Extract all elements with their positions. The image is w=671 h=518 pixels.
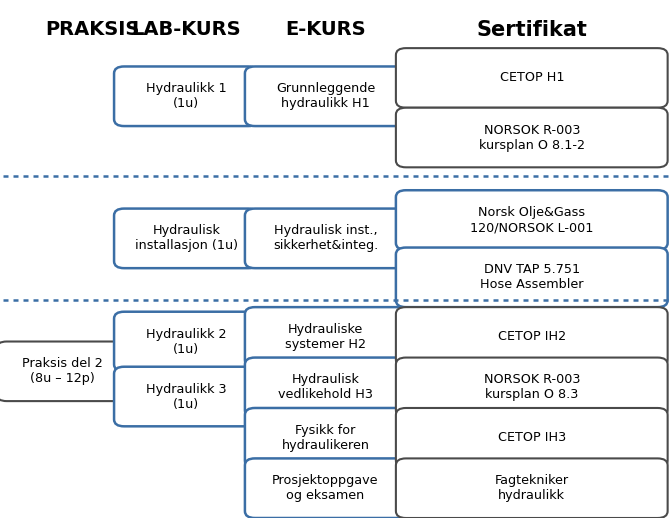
Text: Prosjektoppgave
og eksamen: Prosjektoppgave og eksamen (272, 474, 378, 502)
Text: NORSOK R-003
kursplan O 8.1-2: NORSOK R-003 kursplan O 8.1-2 (479, 123, 584, 152)
Text: LAB-KURS: LAB-KURS (132, 20, 241, 39)
Text: Fagtekniker
hydraulikk: Fagtekniker hydraulikk (495, 474, 569, 502)
Text: CETOP H1: CETOP H1 (499, 71, 564, 84)
FancyBboxPatch shape (396, 108, 668, 167)
FancyBboxPatch shape (0, 341, 127, 401)
FancyBboxPatch shape (114, 312, 258, 371)
Text: Praksis del 2
(8u – 12p): Praksis del 2 (8u – 12p) (21, 357, 103, 385)
FancyBboxPatch shape (245, 408, 406, 468)
Text: PRAKSIS: PRAKSIS (45, 20, 140, 39)
FancyBboxPatch shape (245, 209, 406, 268)
FancyBboxPatch shape (245, 307, 406, 367)
Text: Hydraulisk
installasjon (1u): Hydraulisk installasjon (1u) (135, 224, 238, 252)
Text: DNV TAP 5.751
Hose Assembler: DNV TAP 5.751 Hose Assembler (480, 263, 584, 291)
Text: Hydraulikk 1
(1u): Hydraulikk 1 (1u) (146, 82, 227, 110)
FancyBboxPatch shape (396, 357, 668, 417)
Text: Fysikk for
hydraulikeren: Fysikk for hydraulikeren (281, 424, 370, 452)
FancyBboxPatch shape (396, 48, 668, 108)
FancyBboxPatch shape (396, 190, 668, 250)
Text: Hydraulisk inst.,
sikkerhet&integ.: Hydraulisk inst., sikkerhet&integ. (273, 224, 378, 252)
FancyBboxPatch shape (114, 66, 258, 126)
Text: NORSOK R-003
kursplan O 8.3: NORSOK R-003 kursplan O 8.3 (484, 373, 580, 401)
Text: Hydraulikk 3
(1u): Hydraulikk 3 (1u) (146, 382, 227, 411)
FancyBboxPatch shape (396, 458, 668, 518)
FancyBboxPatch shape (245, 458, 406, 518)
Text: Hydraulisk
vedlikehold H3: Hydraulisk vedlikehold H3 (278, 373, 373, 401)
Text: Hydrauliske
systemer H2: Hydrauliske systemer H2 (285, 323, 366, 351)
FancyBboxPatch shape (245, 66, 406, 126)
Text: Hydraulikk 2
(1u): Hydraulikk 2 (1u) (146, 327, 226, 355)
Text: Sertifikat: Sertifikat (476, 20, 587, 40)
FancyBboxPatch shape (396, 408, 668, 468)
FancyBboxPatch shape (396, 307, 668, 367)
Text: CETOP IH3: CETOP IH3 (498, 431, 566, 444)
Text: Grunnleggende
hydraulikk H1: Grunnleggende hydraulikk H1 (276, 82, 375, 110)
Text: Norsk Olje&Gass
120/NORSOK L-001: Norsk Olje&Gass 120/NORSOK L-001 (470, 206, 593, 234)
Text: E-KURS: E-KURS (285, 20, 366, 39)
FancyBboxPatch shape (396, 248, 668, 307)
Text: CETOP IH2: CETOP IH2 (498, 330, 566, 343)
FancyBboxPatch shape (114, 367, 258, 426)
FancyBboxPatch shape (114, 209, 258, 268)
FancyBboxPatch shape (245, 357, 406, 417)
